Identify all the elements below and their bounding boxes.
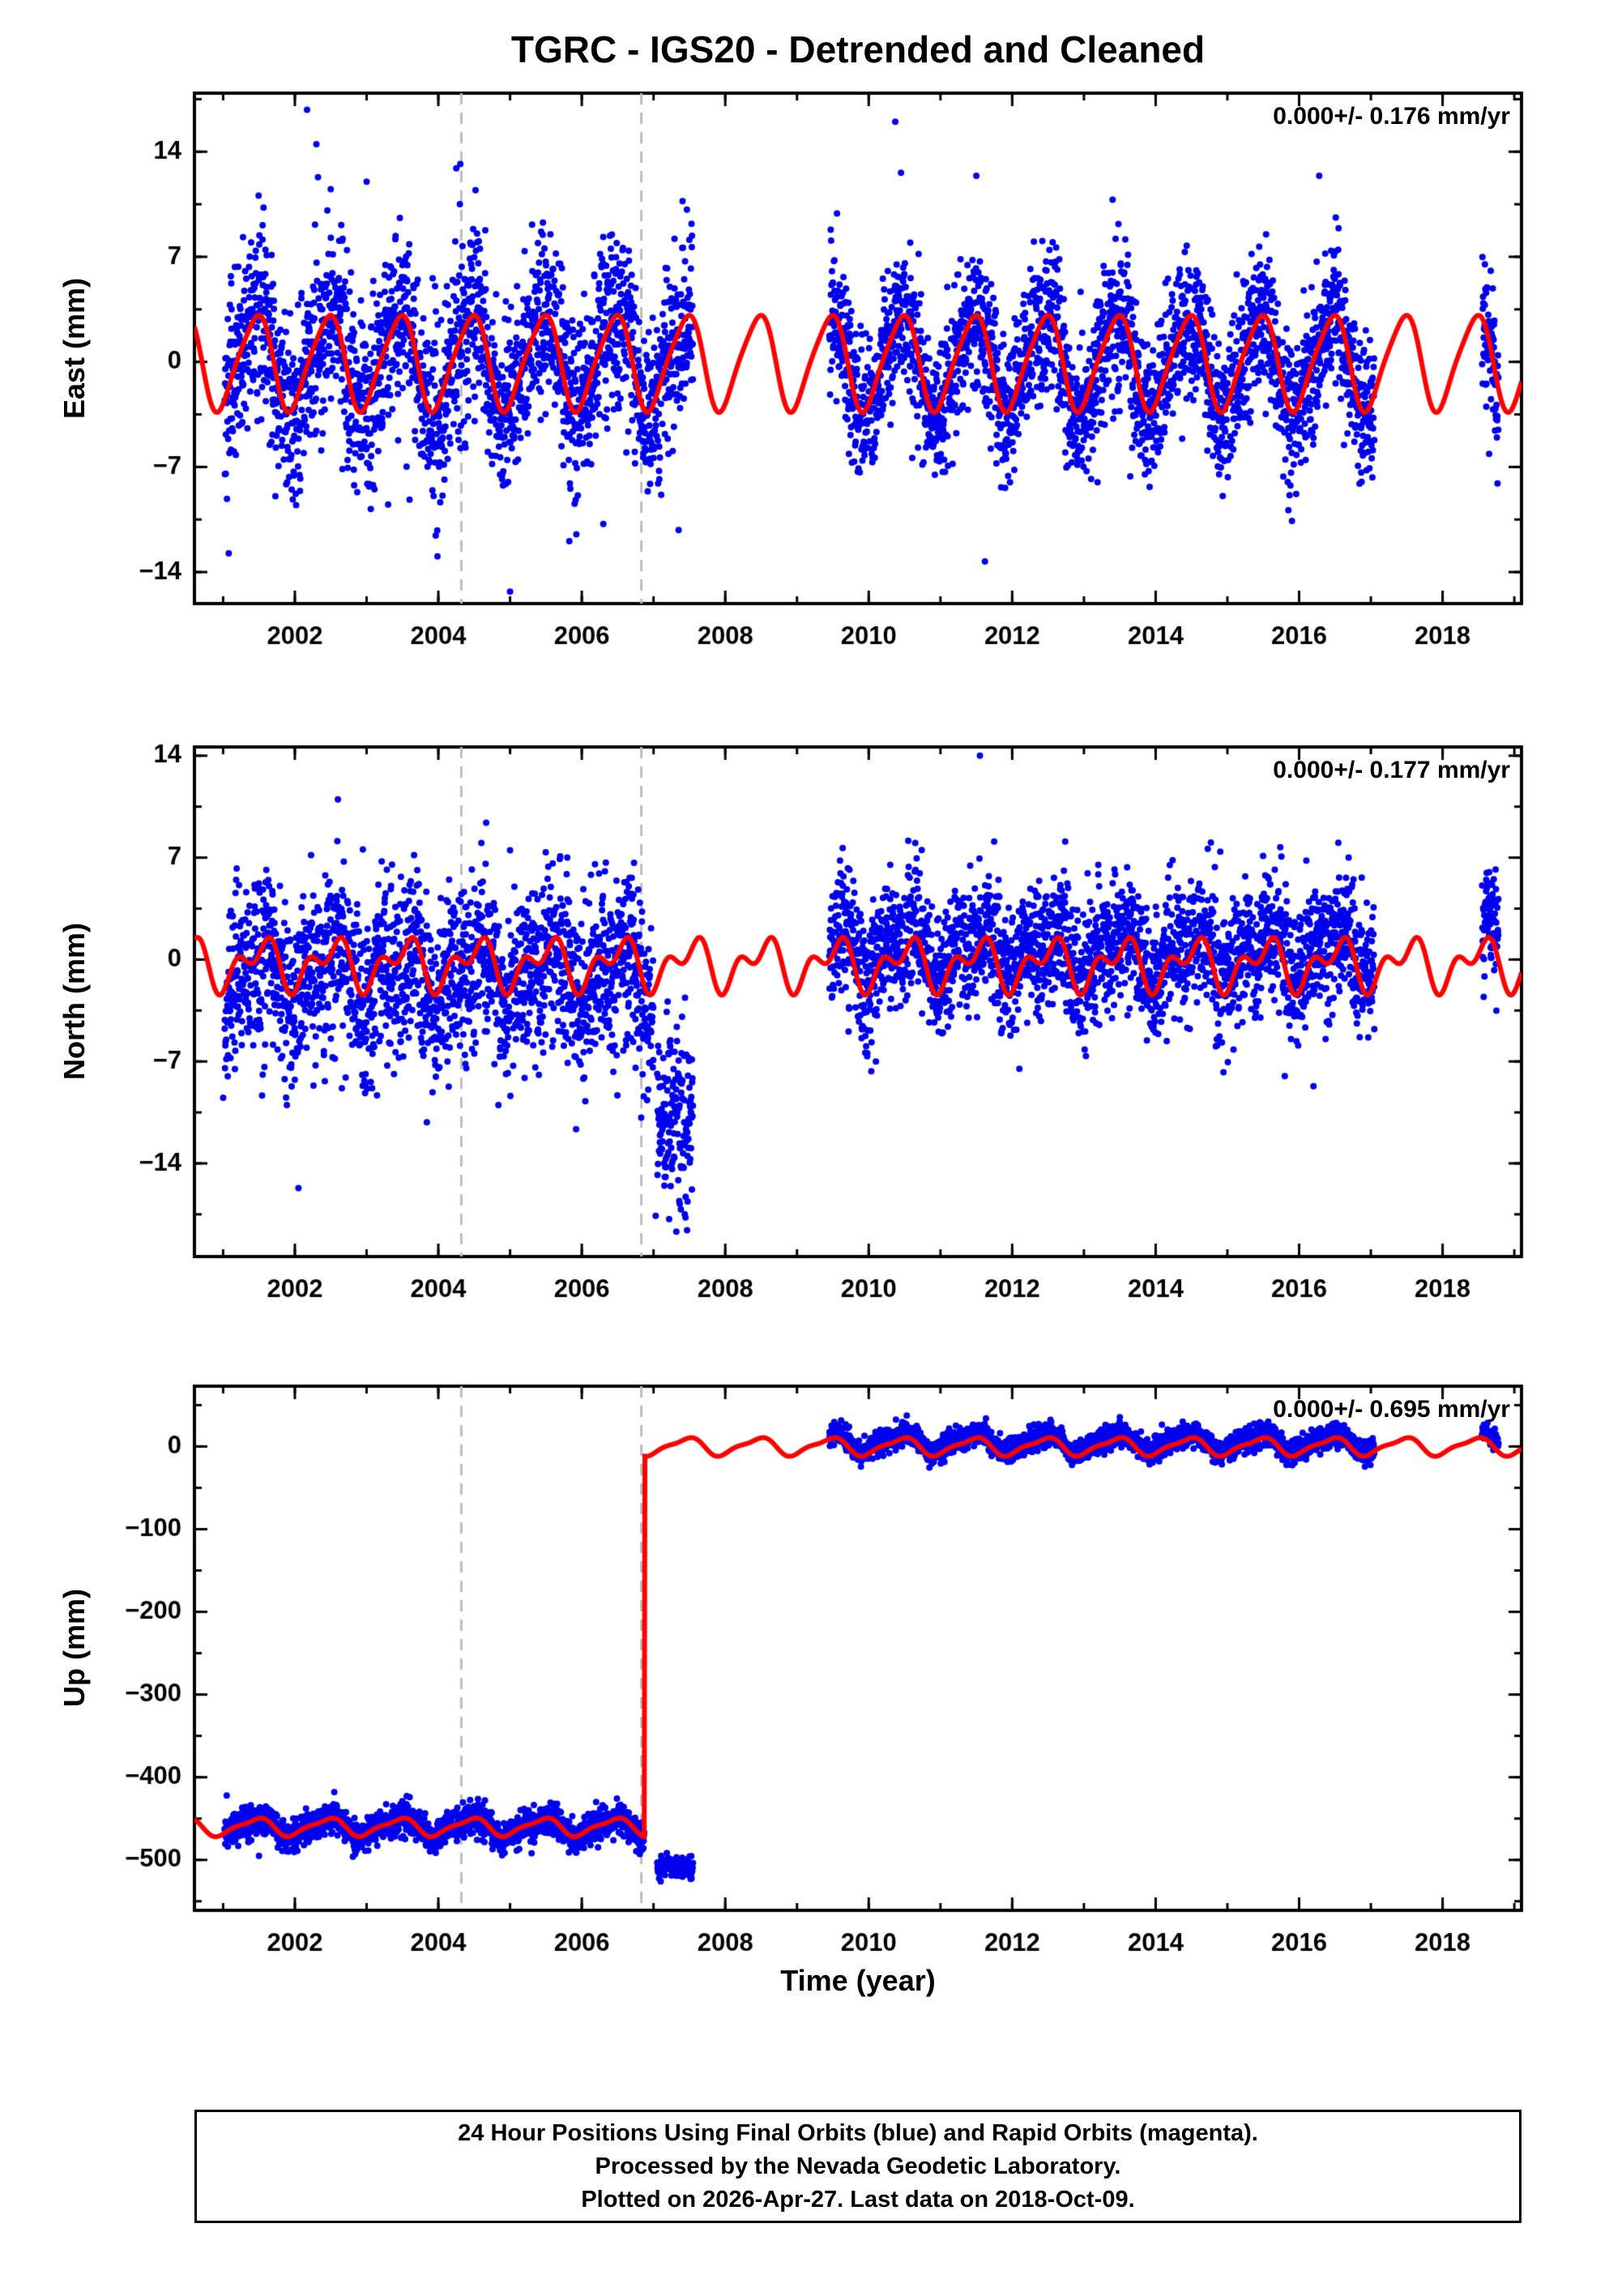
north-axis-label: North (mm) [58,923,91,1080]
up-rate-annotation: 0.000+/- 0.695 mm/yr [1273,1396,1510,1423]
footer-line-processed: Processed by the Nevada Geodetic Laborat… [595,2153,1121,2179]
footer-line-plotted: Plotted on 2026-Apr-27. Last data on 201… [581,2186,1135,2213]
east-rate-annotation: 0.000+/- 0.176 mm/yr [1273,103,1510,130]
north-rate-annotation: 0.000+/- 0.177 mm/yr [1273,757,1510,783]
up-axis-label: Up (mm) [58,1589,91,1707]
plot-title: TGRC - IGS20 - Detrended and Cleaned [510,28,1206,70]
footer-line-orbits: 24 Hour Positions Using Final Orbits (bl… [458,2119,1258,2146]
x-axis-label: Time (year) [780,1964,936,1997]
footer-note-box: 24 Hour Positions Using Final Orbits (bl… [194,2110,1522,2223]
east-axis-label: East (mm) [58,277,91,420]
